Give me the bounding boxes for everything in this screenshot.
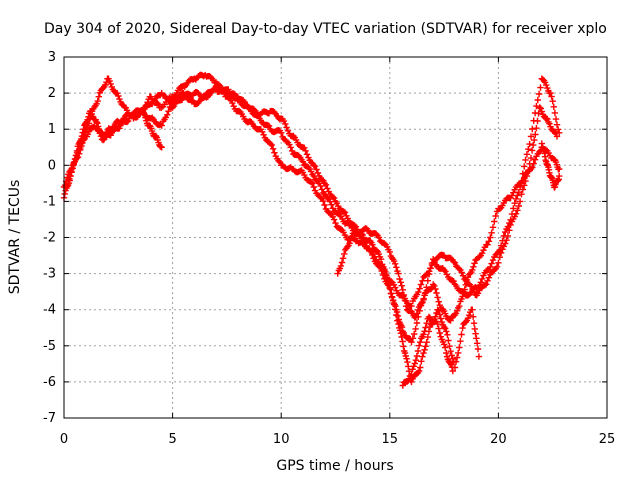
y-tick-label: -1 [43, 194, 56, 209]
y-tick-label: 0 [48, 158, 56, 173]
y-tick-label: 2 [48, 86, 56, 101]
x-axis-title: GPS time / hours [276, 458, 393, 474]
series-track-6 [139, 108, 165, 151]
series-markers-track-2 [60, 71, 563, 310]
y-tick-label: -2 [43, 231, 56, 246]
series-markers-track-5 [399, 313, 456, 389]
series-track-3 [65, 85, 563, 324]
series-markers-track-3 [65, 85, 563, 324]
x-tick-label: 5 [168, 432, 176, 447]
y-tick-label: -4 [43, 303, 56, 318]
y-tick-label: -7 [43, 411, 56, 426]
y-tick-label: -5 [43, 339, 56, 354]
x-tick-label: 15 [382, 432, 399, 447]
series-track-2 [60, 71, 563, 310]
series-track-7 [538, 140, 563, 191]
x-tick-label: 10 [273, 432, 290, 447]
x-tick-label: 20 [490, 432, 507, 447]
chart-title: Day 304 of 2020, Sidereal Day-to-day VTE… [44, 21, 607, 37]
series-markers-track-7 [538, 140, 563, 191]
grid [64, 57, 607, 418]
y-tick-label: 1 [48, 122, 56, 137]
series-markers-track-6 [139, 108, 165, 151]
plot-frame [63, 56, 608, 419]
data-series [60, 71, 563, 389]
x-tick-label: 0 [60, 432, 68, 447]
x-tick-label: 25 [599, 432, 616, 447]
y-tick-label: -6 [43, 375, 56, 390]
series-markers-track-1 [60, 81, 561, 346]
y-tick-label: 3 [48, 50, 56, 65]
series-track-5 [399, 313, 456, 389]
y-tick-label: -3 [43, 267, 56, 282]
series-track-1 [60, 81, 561, 346]
y-axis-title: SDTVAR / TECUs [7, 180, 23, 295]
